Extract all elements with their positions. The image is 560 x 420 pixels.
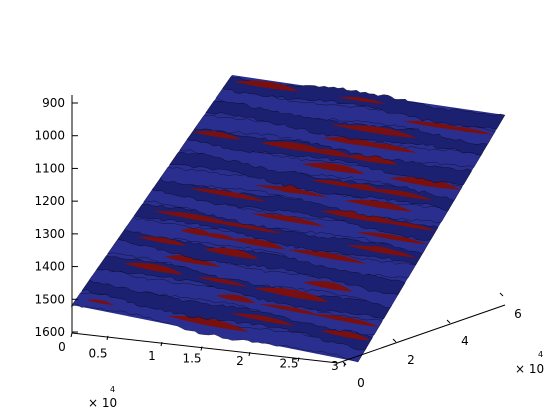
y-exponent-power: 4	[538, 350, 543, 359]
y-tick-mark	[392, 338, 397, 343]
surface-highlight	[321, 137, 386, 149]
z-tick-label: 900	[42, 96, 65, 110]
z-tick-label: 1200	[34, 194, 65, 208]
surface-highlight	[356, 127, 404, 137]
y-tick-label: 4	[461, 334, 469, 348]
y-tick-label: 0	[357, 376, 365, 390]
z-tick-label: 1300	[34, 227, 65, 241]
x-exponent-power: 4	[110, 385, 115, 394]
surface-highlight	[355, 232, 428, 245]
y-exponent-label: × 10	[515, 362, 544, 376]
surface-highlight	[85, 299, 115, 306]
surface-highlight	[254, 287, 329, 303]
surface-highlight	[199, 233, 237, 241]
y-tick-mark	[342, 361, 347, 366]
surface-highlight	[137, 236, 187, 247]
x-tick-mark	[70, 332, 73, 338]
surface-highlight	[201, 219, 284, 235]
surface-highlight	[167, 315, 250, 333]
surface-highlight	[301, 162, 366, 175]
surface-highlight	[215, 294, 256, 304]
surface-highlight	[338, 96, 386, 105]
surface-highlight	[344, 183, 381, 192]
surface-highlight	[259, 304, 321, 316]
surface-highlight	[229, 238, 286, 250]
x-tick-label: 3	[331, 359, 339, 373]
surface-highlight	[345, 245, 417, 258]
surface-highlight	[388, 177, 461, 190]
surface-highlight	[196, 277, 249, 288]
x-exponent-label: × 10	[88, 396, 117, 410]
x-tick-label: 2.5	[279, 357, 298, 371]
surface-highlight	[320, 210, 402, 225]
surface-highlight	[320, 330, 371, 341]
z-tick-label: 1600	[34, 325, 65, 339]
y-tick-label: 2	[407, 353, 415, 367]
x-tick-label: 2	[236, 354, 244, 368]
x-tick-label: 0.5	[88, 347, 107, 361]
surface-highlight	[303, 281, 353, 292]
surface-highlight	[287, 249, 367, 264]
x-tick-mark	[106, 335, 109, 341]
x-axis-line	[71, 332, 339, 364]
y-axis-ticks: 0 2 4 6	[342, 292, 522, 390]
x-tick-label: 0	[58, 340, 66, 354]
z-tick-label: 1400	[34, 260, 65, 274]
x-tick-mark	[297, 357, 300, 362]
surface-stripe	[117, 225, 406, 295]
surface-highlight	[364, 188, 433, 201]
z-tick-label: 1000	[34, 129, 65, 143]
surface-stripe	[215, 86, 496, 145]
axis-exponents: × 10 4 × 10 4	[88, 350, 544, 410]
surface-highlight	[123, 262, 184, 275]
y-tick-mark	[446, 319, 451, 324]
z-axis-ticks: 900 1000 1100 1200 1300 1400 1500 1600	[34, 96, 78, 339]
z-tick-label: 1100	[34, 161, 65, 175]
surface-stripe	[186, 125, 472, 186]
surface-highlight	[343, 154, 399, 165]
surface-highlight	[260, 141, 329, 154]
surface-highlight	[309, 313, 379, 328]
surface-highlight	[163, 256, 221, 268]
x-tick-mark	[200, 346, 203, 351]
y-tick-label: 6	[514, 307, 522, 321]
surface-highlight	[234, 80, 300, 92]
x-axis-ticks: 0 0.5 1 1.5 2 2.5 3	[58, 332, 346, 373]
y-axis-line	[337, 304, 506, 364]
y-tick-mark	[499, 292, 504, 297]
surface-highlight	[253, 184, 329, 198]
surface-highlight	[203, 247, 259, 260]
z-tick-label: 1500	[34, 292, 65, 306]
x-tick-label: 1.5	[182, 352, 201, 366]
surface-highlight	[230, 313, 296, 327]
surface-stripe	[179, 136, 463, 201]
surface-stripe	[81, 275, 373, 351]
surface-highlight	[344, 199, 413, 212]
axes-layer	[71, 95, 506, 364]
surface-highlight	[189, 188, 268, 202]
x-tick-mark	[160, 341, 163, 347]
surface-highlight	[412, 122, 468, 132]
x-tick-mark	[248, 351, 251, 357]
x-tick-label: 1	[148, 349, 156, 363]
surface-highlight	[192, 131, 242, 140]
surface-highlight	[250, 213, 325, 227]
surface-layer	[70, 75, 506, 363]
